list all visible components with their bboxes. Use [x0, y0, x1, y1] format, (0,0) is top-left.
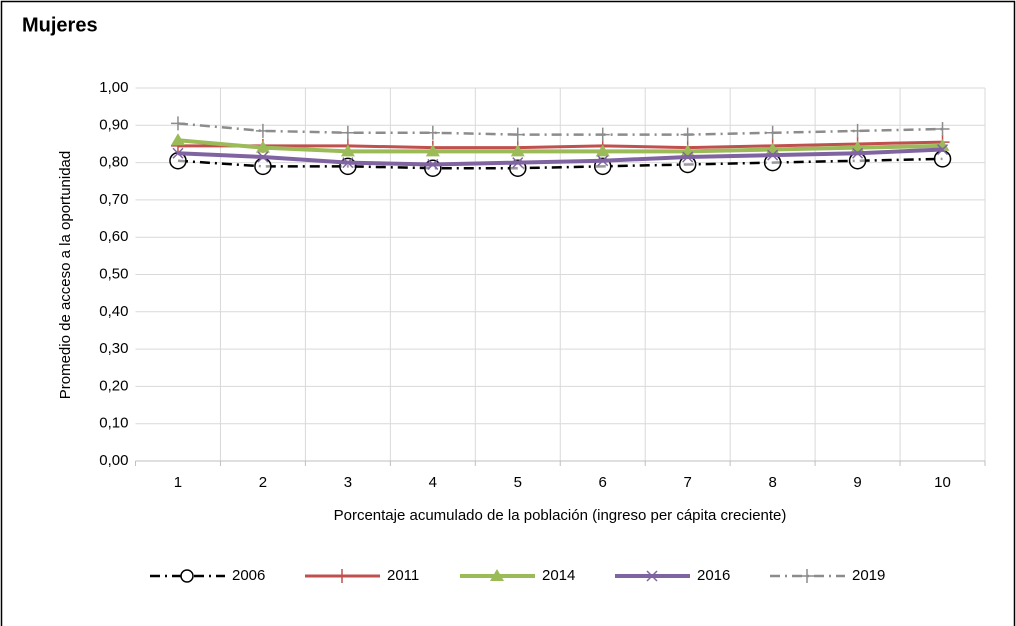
y-tick-label: 0,80 — [99, 154, 128, 171]
marker — [680, 127, 695, 142]
legend-marker — [335, 569, 349, 583]
marker — [510, 144, 525, 157]
marker — [595, 127, 610, 142]
y-tick-label: 0,50 — [99, 265, 128, 282]
x-tick-label: 8 — [768, 474, 776, 491]
marker — [254, 157, 272, 176]
legend-label: 2011 — [387, 567, 419, 584]
x-axis-label: Porcentaje acumulado de la población (in… — [334, 507, 787, 524]
marker — [850, 123, 865, 138]
marker — [597, 155, 609, 167]
marker — [935, 122, 950, 137]
legend-label: 2014 — [542, 567, 575, 584]
y-tick-label: 0,30 — [99, 340, 128, 357]
x-tick-label: 9 — [853, 474, 861, 491]
marker — [255, 140, 270, 153]
y-tick-label: 0,40 — [99, 303, 128, 320]
x-tick-label: 5 — [514, 474, 522, 491]
y-tick-label: 0,20 — [99, 377, 128, 394]
legend-label: 2016 — [697, 567, 730, 584]
x-tick-label: 3 — [344, 474, 352, 491]
marker — [255, 123, 270, 138]
marker — [172, 147, 184, 159]
y-tick-label: 1,00 — [99, 79, 128, 96]
marker — [512, 157, 524, 169]
marker — [595, 144, 610, 157]
legend-marker-shape — [800, 569, 814, 583]
y-tick-label: 0,60 — [99, 228, 128, 245]
marker — [852, 147, 864, 159]
marker — [765, 125, 780, 140]
legend-marker — [800, 569, 814, 583]
marker — [170, 133, 185, 146]
legend-label: 2019 — [852, 567, 885, 584]
legend-marker — [180, 569, 194, 583]
y-axis-label: Promedio de acceso a la oportunidad — [57, 151, 74, 400]
legend-marker-shape — [335, 569, 349, 583]
marker — [510, 127, 525, 142]
marker — [257, 151, 269, 163]
series-line — [177, 122, 943, 136]
y-tick-label: 0,10 — [99, 415, 128, 432]
marker — [936, 144, 949, 156]
x-tick-label: 1 — [174, 474, 182, 491]
series-line — [177, 140, 943, 150]
marker — [425, 144, 440, 157]
x-tick-label: 2 — [259, 474, 267, 491]
legend-marker — [646, 570, 658, 582]
marker — [170, 116, 185, 131]
legend-marker — [490, 569, 504, 581]
chart-title: Mujeres — [22, 14, 98, 36]
marker — [427, 158, 439, 170]
marker — [340, 125, 355, 140]
marker — [933, 150, 952, 168]
series-line — [177, 147, 943, 167]
legend-marker-shape — [490, 569, 504, 581]
y-tick-label: 0,70 — [99, 191, 128, 208]
marker — [682, 151, 694, 163]
marker — [425, 125, 440, 140]
x-tick-label: 10 — [934, 474, 951, 491]
legend-marker-shape — [646, 570, 658, 582]
series-line — [177, 157, 943, 170]
series-line — [177, 138, 943, 154]
x-tick-label: 6 — [599, 474, 607, 491]
legend-label: 2006 — [232, 567, 265, 584]
y-tick-label: 0,90 — [99, 116, 128, 133]
marker — [767, 149, 779, 161]
y-tick-label: 0,00 — [99, 452, 128, 469]
marker — [342, 157, 354, 169]
x-tick-label: 4 — [429, 474, 437, 491]
marker — [340, 144, 355, 157]
legend-marker-shape — [180, 569, 194, 583]
x-tick-label: 7 — [684, 474, 692, 491]
